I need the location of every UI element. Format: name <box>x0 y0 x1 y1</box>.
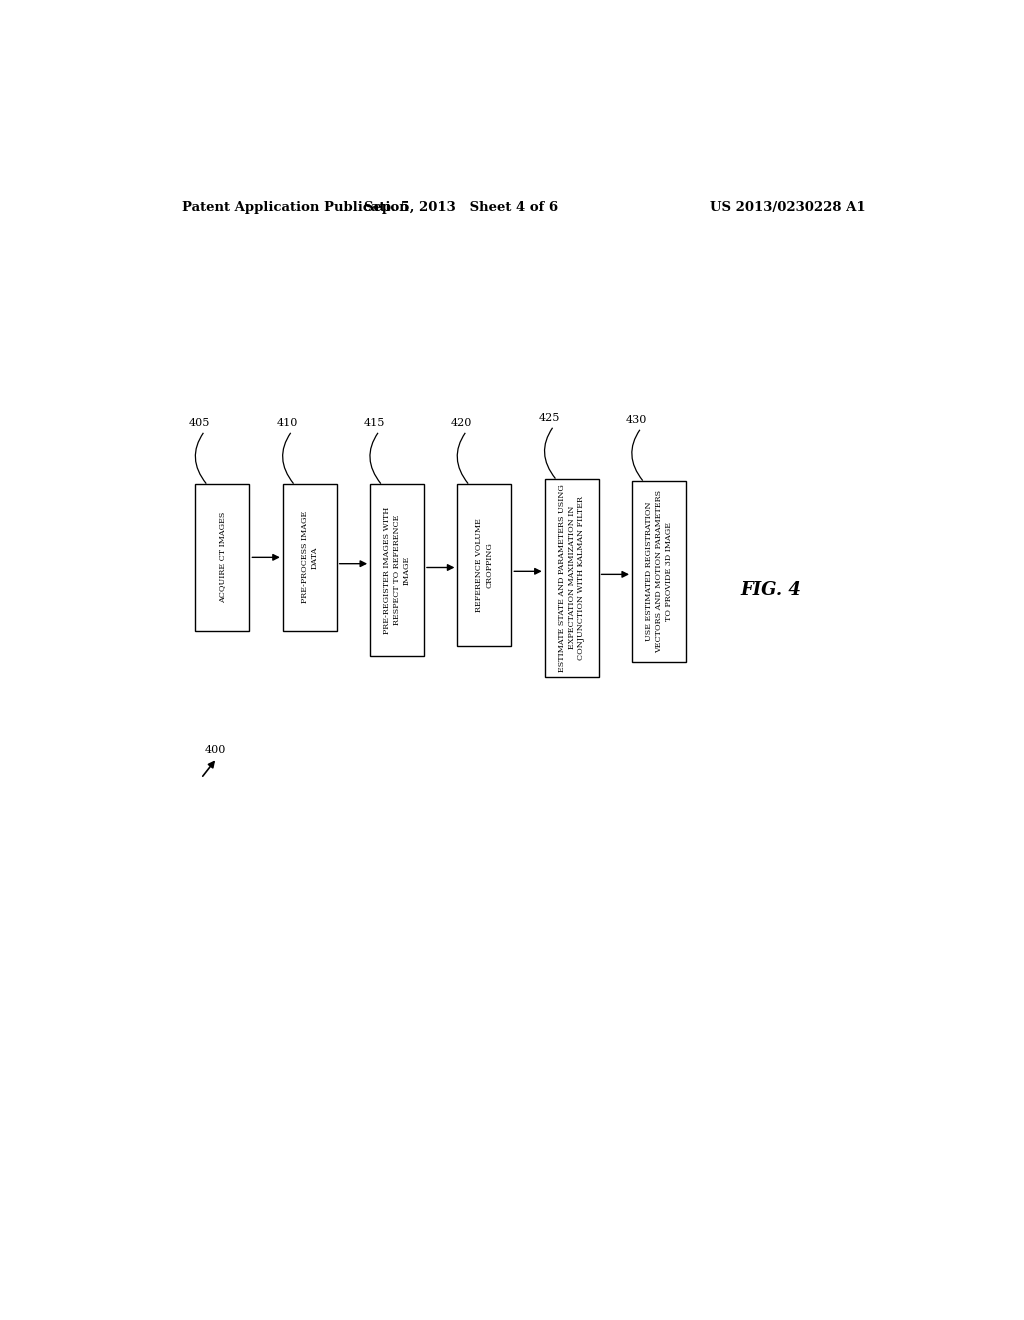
Text: ACQUIRE CT IMAGES: ACQUIRE CT IMAGES <box>218 512 226 603</box>
Text: USE ESTIMATED REGISTRATION
VECTORS AND MOTION PARAMETERS
TO PROVIDE 3D IMAGE: USE ESTIMATED REGISTRATION VECTORS AND M… <box>645 490 673 652</box>
Text: 400: 400 <box>205 744 226 755</box>
Text: 430: 430 <box>626 414 647 425</box>
Text: 420: 420 <box>451 417 472 428</box>
Bar <box>370 483 424 656</box>
Text: 425: 425 <box>539 413 560 422</box>
Text: Patent Application Publication: Patent Application Publication <box>182 201 409 214</box>
Text: US 2013/0230228 A1: US 2013/0230228 A1 <box>711 201 866 214</box>
Text: FIG. 4: FIG. 4 <box>740 581 801 599</box>
Text: ESTIMATE STATE AND PARAMETERS USING
EXPECTATION MAXIMIZATION IN
CONJUNCTION WITH: ESTIMATE STATE AND PARAMETERS USING EXPE… <box>558 483 586 672</box>
Text: 415: 415 <box>364 417 385 428</box>
Text: 405: 405 <box>189 417 211 428</box>
Text: 410: 410 <box>276 417 298 428</box>
Text: PRE-PROCESS IMAGE
DATA: PRE-PROCESS IMAGE DATA <box>301 511 318 603</box>
Bar <box>545 479 599 677</box>
Text: PRE-REGISTER IMAGES WITH
RESPECT TO REFERENCE
IMAGE: PRE-REGISTER IMAGES WITH RESPECT TO REFE… <box>383 507 411 634</box>
Bar <box>196 483 250 631</box>
Bar <box>632 480 686 661</box>
Text: Sep. 5, 2013   Sheet 4 of 6: Sep. 5, 2013 Sheet 4 of 6 <box>365 201 558 214</box>
Text: REFERENCE VOLUME
CROPPING: REFERENCE VOLUME CROPPING <box>475 517 494 612</box>
Bar <box>458 483 511 647</box>
Bar <box>283 483 337 631</box>
